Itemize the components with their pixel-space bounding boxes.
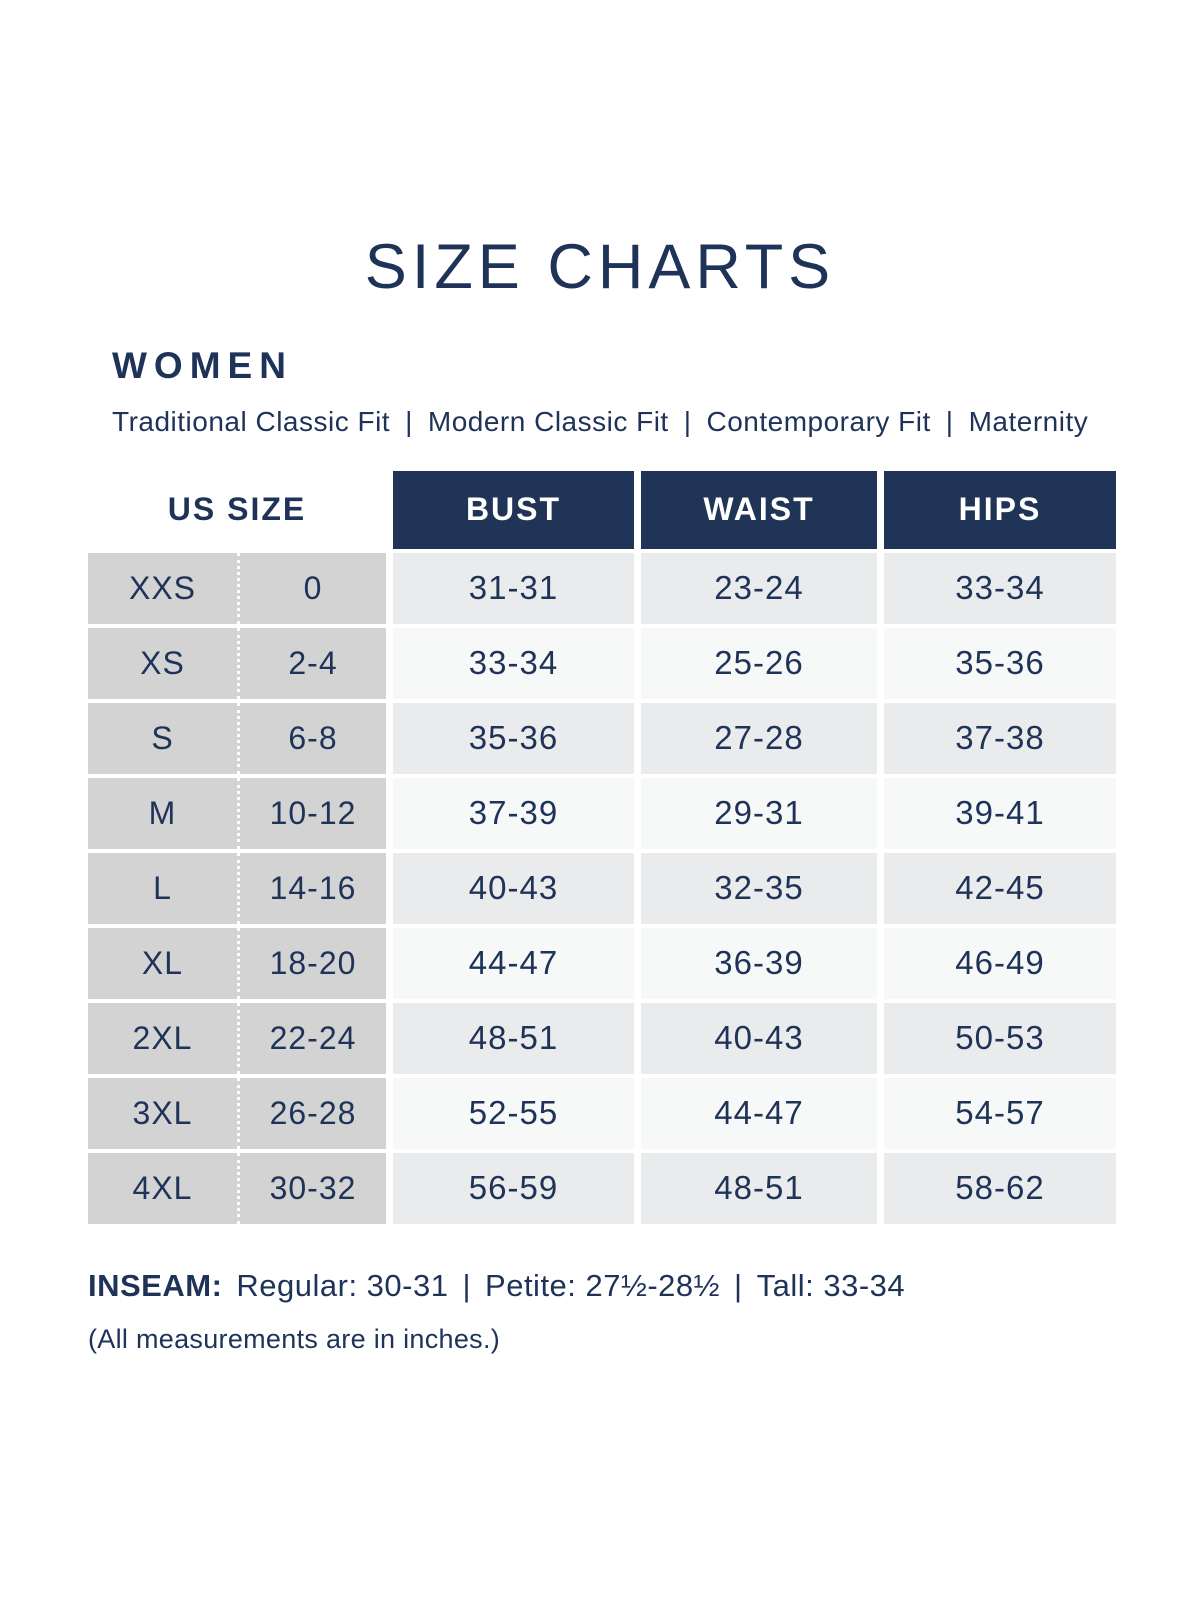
size-number: 26-28 [269, 1094, 357, 1131]
hips-value: 58-62 [884, 1152, 1116, 1224]
hips-value: 46-49 [884, 927, 1116, 999]
inseam-separator: | [462, 1267, 472, 1303]
header-us-size: US SIZE [88, 470, 386, 549]
inseam-item: Regular: 30-31 [236, 1267, 449, 1303]
us-size-cell: XL 18-20 [88, 927, 386, 999]
bust-value: 40-43 [393, 852, 634, 924]
size-chart-page: SIZE CHARTS WOMEN Traditional Classic Fi… [88, 232, 1116, 1355]
table-row: XXS 0 31-31 23-24 33-34 [88, 552, 1116, 624]
inseam-item: Petite: 27½-28½ [485, 1267, 721, 1303]
waist-value: 36-39 [641, 927, 877, 999]
size-label: S [88, 702, 240, 774]
bust-value: 37-39 [393, 777, 634, 849]
fit-option: Modern Classic Fit [427, 406, 669, 437]
size-number: 6-8 [288, 719, 338, 756]
waist-value: 29-31 [641, 777, 877, 849]
us-size-cell: L 14-16 [88, 852, 386, 924]
inseam-item: Tall: 33-34 [756, 1267, 906, 1303]
header-bust: BUST [393, 470, 634, 549]
hips-value: 42-45 [884, 852, 1116, 924]
table-row: XL 18-20 44-47 36-39 46-49 [88, 927, 1116, 999]
inseam-label: INSEAM: [88, 1267, 223, 1303]
waist-value: 23-24 [641, 552, 877, 624]
fit-options: Traditional Classic Fit | Modern Classic F… [112, 405, 1116, 439]
waist-value: 48-51 [641, 1152, 877, 1224]
us-size-cell: XXS 0 [88, 552, 386, 624]
hips-value: 33-34 [884, 552, 1116, 624]
us-size-cell: S 6-8 [88, 702, 386, 774]
us-size-cell: XS 2-4 [88, 627, 386, 699]
waist-value: 27-28 [641, 702, 877, 774]
fit-option: Maternity [968, 406, 1089, 437]
table-row: XS 2-4 33-34 25-26 35-36 [88, 627, 1116, 699]
us-size-cell: M 10-12 [88, 777, 386, 849]
size-label: M [88, 777, 240, 849]
fit-separator: | [945, 406, 954, 437]
size-label: XXS [88, 552, 240, 624]
header-waist: WAIST [641, 470, 877, 549]
bust-value: 48-51 [393, 1002, 634, 1074]
table-header-row: US SIZE BUST WAIST HIPS [88, 470, 1116, 549]
fit-separator: | [405, 406, 413, 437]
waist-value: 44-47 [641, 1077, 877, 1149]
table-row: 2XL 22-24 48-51 40-43 50-53 [88, 1002, 1116, 1074]
size-number: 10-12 [269, 794, 357, 831]
hips-value: 54-57 [884, 1077, 1116, 1149]
size-number: 18-20 [269, 944, 357, 981]
hips-value: 50-53 [884, 1002, 1116, 1074]
table-row: L 14-16 40-43 32-35 42-45 [88, 852, 1116, 924]
bust-value: 33-34 [393, 627, 634, 699]
hips-value: 35-36 [884, 627, 1116, 699]
inseam-separator: | [734, 1267, 743, 1303]
header-hips: HIPS [884, 470, 1116, 549]
size-number: 0 [303, 569, 323, 606]
size-label: XL [88, 927, 240, 999]
bust-value: 44-47 [393, 927, 634, 999]
size-label: XS [88, 627, 240, 699]
page-title: SIZE CHARTS [364, 232, 836, 302]
waist-value: 40-43 [641, 1002, 877, 1074]
table-row: M 10-12 37-39 29-31 39-41 [88, 777, 1116, 849]
size-number: 22-24 [269, 1019, 357, 1056]
waist-value: 25-26 [641, 627, 877, 699]
fit-separator: | [683, 406, 692, 437]
size-number: 30-32 [269, 1169, 357, 1206]
fit-option: Contemporary Fit [706, 406, 931, 437]
content-area: WOMEN Traditional Classic Fit | Modern Cla… [88, 345, 1116, 1355]
table-row: S 6-8 35-36 27-28 37-38 [88, 702, 1116, 774]
bust-value: 52-55 [393, 1077, 634, 1149]
us-size-cell: 2XL 22-24 [88, 1002, 386, 1074]
table-row: 3XL 26-28 52-55 44-47 54-57 [88, 1077, 1116, 1149]
bust-value: 56-59 [393, 1152, 634, 1224]
us-size-cell: 3XL 26-28 [88, 1077, 386, 1149]
inseam-items: Regular: 30-31 | Petite: 27½-28½ | Tall: 33-… [236, 1268, 905, 1303]
size-number: 2-4 [288, 644, 338, 681]
hips-value: 39-41 [884, 777, 1116, 849]
bust-value: 35-36 [393, 702, 634, 774]
fit-option: Traditional Classic Fit [112, 406, 391, 437]
bust-value: 31-31 [393, 552, 634, 624]
measurements-footnote: (All measurements are in inches.) [88, 1323, 501, 1354]
us-size-cell: 4XL 30-32 [88, 1152, 386, 1224]
size-table: US SIZE BUST WAIST HIPS XXS 0 31-31 23-2… [88, 470, 1116, 1224]
size-label: L [88, 852, 240, 924]
size-label: 2XL [88, 1002, 240, 1074]
waist-value: 32-35 [641, 852, 877, 924]
section-heading-women: WOMEN [112, 345, 293, 386]
size-label: 3XL [88, 1077, 240, 1149]
size-number: 14-16 [269, 869, 357, 906]
inseam-note: INSEAM: Regular: 30-31 | Petite: 27½-28½ | Ta… [88, 1268, 1116, 1304]
table-row: 4XL 30-32 56-59 48-51 58-62 [88, 1152, 1116, 1224]
size-label: 4XL [88, 1152, 240, 1224]
hips-value: 37-38 [884, 702, 1116, 774]
